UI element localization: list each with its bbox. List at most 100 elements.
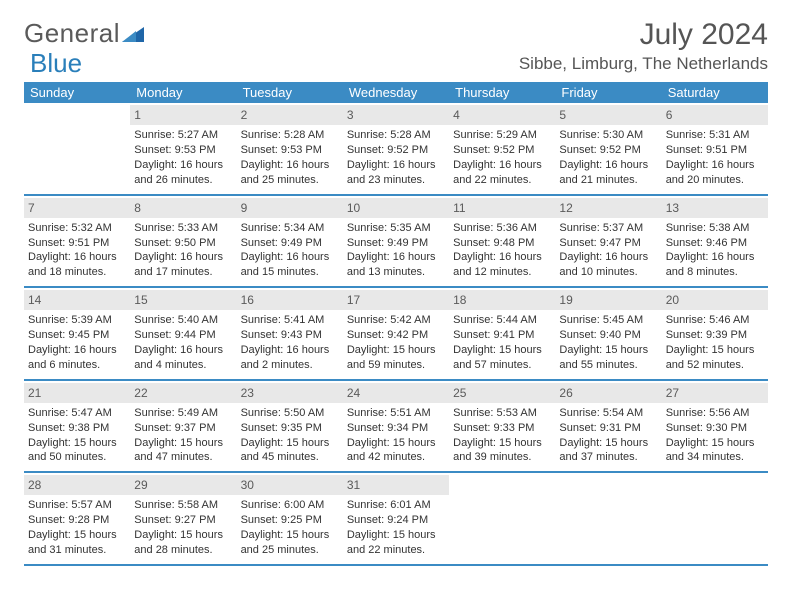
calendar-cell: 23Sunrise: 5:50 AMSunset: 9:35 PMDayligh…: [237, 381, 343, 472]
day-header-sunday: Sunday: [24, 82, 130, 103]
d1-text: Daylight: 15 hours: [28, 436, 126, 451]
day-number: 22: [130, 383, 236, 403]
sunrise-text: Sunrise: 5:47 AM: [28, 406, 126, 421]
d1-text: Daylight: 15 hours: [347, 436, 445, 451]
d2-text: and 25 minutes.: [241, 173, 339, 188]
calendar-cell: 3Sunrise: 5:28 AMSunset: 9:52 PMDaylight…: [343, 103, 449, 194]
day-number: 9: [237, 198, 343, 218]
sunset-text: Sunset: 9:49 PM: [347, 236, 445, 251]
sunrise-text: Sunrise: 5:56 AM: [666, 406, 764, 421]
sunrise-text: Sunrise: 5:28 AM: [241, 128, 339, 143]
sunset-text: Sunset: 9:39 PM: [666, 328, 764, 343]
day-number: 2: [237, 105, 343, 125]
week-row: 7Sunrise: 5:32 AMSunset: 9:51 PMDaylight…: [24, 196, 768, 289]
day-number: 13: [662, 198, 768, 218]
calendar-cell: 8Sunrise: 5:33 AMSunset: 9:50 PMDaylight…: [130, 196, 236, 287]
d2-text: and 6 minutes.: [28, 358, 126, 373]
sunset-text: Sunset: 9:38 PM: [28, 421, 126, 436]
sunset-text: Sunset: 9:34 PM: [347, 421, 445, 436]
sunset-text: Sunset: 9:33 PM: [453, 421, 551, 436]
logo-word-general: General: [24, 18, 120, 49]
day-number: 26: [555, 383, 661, 403]
calendar-cell: 5Sunrise: 5:30 AMSunset: 9:52 PMDaylight…: [555, 103, 661, 194]
calendar-cell: 29Sunrise: 5:58 AMSunset: 9:27 PMDayligh…: [130, 473, 236, 564]
day-number: 20: [662, 290, 768, 310]
d2-text: and 2 minutes.: [241, 358, 339, 373]
d2-text: and 23 minutes.: [347, 173, 445, 188]
d2-text: and 57 minutes.: [453, 358, 551, 373]
d1-text: Daylight: 15 hours: [241, 436, 339, 451]
sunrise-text: Sunrise: 5:54 AM: [559, 406, 657, 421]
day-number: 10: [343, 198, 449, 218]
day-header-monday: Monday: [130, 82, 236, 103]
sunset-text: Sunset: 9:53 PM: [241, 143, 339, 158]
sunrise-text: Sunrise: 5:32 AM: [28, 221, 126, 236]
sunset-text: Sunset: 9:30 PM: [666, 421, 764, 436]
calendar-cell: 26Sunrise: 5:54 AMSunset: 9:31 PMDayligh…: [555, 381, 661, 472]
d1-text: Daylight: 15 hours: [347, 343, 445, 358]
sunset-text: Sunset: 9:28 PM: [28, 513, 126, 528]
day-number: 6: [662, 105, 768, 125]
day-header-wednesday: Wednesday: [343, 82, 449, 103]
day-number: 18: [449, 290, 555, 310]
d1-text: Daylight: 16 hours: [559, 250, 657, 265]
sunset-text: Sunset: 9:40 PM: [559, 328, 657, 343]
d1-text: Daylight: 16 hours: [666, 250, 764, 265]
calendar-cell: 31Sunrise: 6:01 AMSunset: 9:24 PMDayligh…: [343, 473, 449, 564]
calendar: Sunday Monday Tuesday Wednesday Thursday…: [24, 82, 768, 566]
day-number: 11: [449, 198, 555, 218]
sunset-text: Sunset: 9:42 PM: [347, 328, 445, 343]
d1-text: Daylight: 16 hours: [666, 158, 764, 173]
day-number: 12: [555, 198, 661, 218]
calendar-cell: 28Sunrise: 5:57 AMSunset: 9:28 PMDayligh…: [24, 473, 130, 564]
calendar-cell: 18Sunrise: 5:44 AMSunset: 9:41 PMDayligh…: [449, 288, 555, 379]
calendar-cell: 15Sunrise: 5:40 AMSunset: 9:44 PMDayligh…: [130, 288, 236, 379]
d2-text: and 50 minutes.: [28, 450, 126, 465]
sunrise-text: Sunrise: 5:46 AM: [666, 313, 764, 328]
sunrise-text: Sunrise: 5:31 AM: [666, 128, 764, 143]
d2-text: and 47 minutes.: [134, 450, 232, 465]
sunset-text: Sunset: 9:27 PM: [134, 513, 232, 528]
d2-text: and 45 minutes.: [241, 450, 339, 465]
day-number: 8: [130, 198, 236, 218]
day-number: 27: [662, 383, 768, 403]
sunset-text: Sunset: 9:48 PM: [453, 236, 551, 251]
calendar-cell: 12Sunrise: 5:37 AMSunset: 9:47 PMDayligh…: [555, 196, 661, 287]
d2-text: and 22 minutes.: [347, 543, 445, 558]
d1-text: Daylight: 16 hours: [28, 343, 126, 358]
day-number: 31: [343, 475, 449, 495]
calendar-cell: 25Sunrise: 5:53 AMSunset: 9:33 PMDayligh…: [449, 381, 555, 472]
day-header-saturday: Saturday: [662, 82, 768, 103]
sunset-text: Sunset: 9:45 PM: [28, 328, 126, 343]
d1-text: Daylight: 15 hours: [666, 343, 764, 358]
month-title: July 2024: [519, 18, 768, 52]
day-number: 1: [130, 105, 236, 125]
sunrise-text: Sunrise: 6:01 AM: [347, 498, 445, 513]
d1-text: Daylight: 15 hours: [134, 436, 232, 451]
sunset-text: Sunset: 9:51 PM: [666, 143, 764, 158]
logo: General: [24, 18, 144, 49]
d1-text: Daylight: 16 hours: [241, 158, 339, 173]
week-row: 28Sunrise: 5:57 AMSunset: 9:28 PMDayligh…: [24, 473, 768, 566]
calendar-cell: 4Sunrise: 5:29 AMSunset: 9:52 PMDaylight…: [449, 103, 555, 194]
sunrise-text: Sunrise: 5:58 AM: [134, 498, 232, 513]
sunset-text: Sunset: 9:37 PM: [134, 421, 232, 436]
d1-text: Daylight: 16 hours: [241, 343, 339, 358]
d2-text: and 31 minutes.: [28, 543, 126, 558]
week-row: 21Sunrise: 5:47 AMSunset: 9:38 PMDayligh…: [24, 381, 768, 474]
d2-text: and 52 minutes.: [666, 358, 764, 373]
d2-text: and 42 minutes.: [347, 450, 445, 465]
calendar-cell: 16Sunrise: 5:41 AMSunset: 9:43 PMDayligh…: [237, 288, 343, 379]
day-number: 30: [237, 475, 343, 495]
d2-text: and 8 minutes.: [666, 265, 764, 280]
d2-text: and 20 minutes.: [666, 173, 764, 188]
sunset-text: Sunset: 9:31 PM: [559, 421, 657, 436]
d2-text: and 59 minutes.: [347, 358, 445, 373]
d1-text: Daylight: 16 hours: [241, 250, 339, 265]
calendar-cell: 17Sunrise: 5:42 AMSunset: 9:42 PMDayligh…: [343, 288, 449, 379]
d1-text: Daylight: 15 hours: [28, 528, 126, 543]
day-number: 23: [237, 383, 343, 403]
sunrise-text: Sunrise: 5:29 AM: [453, 128, 551, 143]
day-number: 16: [237, 290, 343, 310]
sunrise-text: Sunrise: 5:37 AM: [559, 221, 657, 236]
